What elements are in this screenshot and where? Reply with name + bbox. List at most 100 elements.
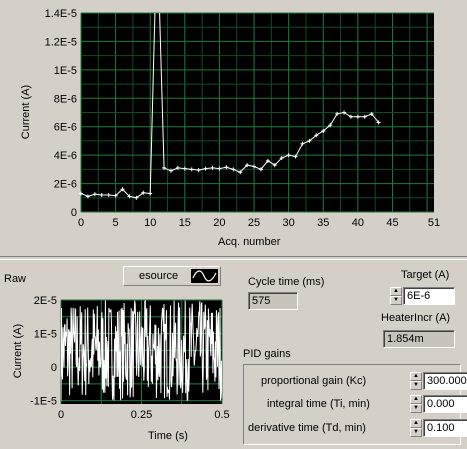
- acq-point: [196, 168, 201, 173]
- acq-point: [120, 187, 125, 192]
- cycle-time-label: Cycle time (ms): [248, 276, 325, 288]
- acq-point: [162, 165, 167, 170]
- ti-decrement-button[interactable]: ▼: [410, 404, 422, 413]
- target-increment-button[interactable]: ▲: [390, 287, 402, 296]
- acq-point: [79, 191, 83, 196]
- acq-x-tick: 5: [113, 217, 119, 229]
- acq-point: [134, 195, 139, 200]
- acq-point: [307, 138, 312, 143]
- acq-x-tick: 45: [386, 217, 398, 229]
- acq-point: [189, 167, 194, 172]
- sine-wave-icon: [192, 270, 217, 282]
- pid-gains-cluster: proportional gain (Kc) ▲ ▼ 300.000 integ…: [243, 364, 467, 445]
- acq-point: [182, 166, 187, 171]
- acq-point: [342, 110, 347, 115]
- raw-x-tick: 0.5: [214, 409, 229, 421]
- td-stepper[interactable]: ▲ ▼: [410, 419, 422, 437]
- acquisition-chart-plot: 0 2E-6 4E-6 6E-6 8E-6 1E-5 1.2E-5 1.4E-5 0 5 10 15…: [45, 8, 441, 229]
- acq-point: [148, 191, 153, 196]
- raw-chart-plot: 2E-51E-50-1E-5 0 0.25 0.5: [30, 295, 230, 421]
- ti-stepper[interactable]: ▲ ▼: [410, 395, 422, 413]
- acq-x-tick: 51: [428, 217, 440, 229]
- acq-point: [127, 194, 132, 199]
- acq-point: [362, 114, 367, 119]
- td-input[interactable]: 0.100: [423, 419, 467, 437]
- acq-x-tick: 30: [283, 217, 295, 229]
- acq-point: [252, 164, 257, 169]
- acq-y-tick: 6E-6: [54, 122, 77, 134]
- td-label: derivative time (Td, min): [248, 422, 366, 434]
- acq-point: [314, 133, 319, 138]
- kc-increment-button[interactable]: ▲: [410, 372, 422, 381]
- acq-point: [217, 166, 222, 171]
- acq-point: [106, 192, 111, 197]
- acq-point: [348, 114, 353, 119]
- target-decrement-button[interactable]: ▼: [390, 296, 402, 305]
- kc-decrement-button[interactable]: ▼: [410, 381, 422, 390]
- acq-point: [210, 165, 215, 170]
- raw-chart-xlabel: Time (s): [148, 430, 188, 442]
- heater-incr-indicator: 1.854m: [383, 330, 455, 348]
- acq-x-tick: 40: [352, 217, 364, 229]
- acq-point: [85, 194, 90, 199]
- heater-incr-label: HeaterIncr (A): [381, 312, 451, 324]
- acq-point: [168, 168, 173, 173]
- raw-y-tick: 1E-5: [34, 329, 57, 341]
- ti-input[interactable]: 0.000: [423, 395, 467, 413]
- acq-point: [99, 192, 104, 197]
- raw-legend-swatch: [191, 269, 218, 283]
- acq-y-tick: 1E-5: [54, 65, 77, 77]
- kc-input[interactable]: 300.000: [423, 372, 467, 390]
- acq-y-tick: 2E-6: [54, 179, 77, 191]
- target-label: Target (A): [401, 269, 450, 281]
- raw-legend-label: esource: [139, 270, 179, 282]
- raw-y-tick: 2E-5: [34, 295, 57, 307]
- acq-point: [376, 120, 381, 125]
- acq-point: [321, 128, 326, 133]
- acq-point: [203, 166, 208, 171]
- acq-y-tick: 1.4E-5: [45, 8, 77, 20]
- acq-y-tick: 8E-6: [54, 93, 77, 105]
- acq-x-tick: 15: [179, 217, 191, 229]
- acq-x-tick: 35: [317, 217, 329, 229]
- kc-stepper[interactable]: ▲ ▼: [410, 372, 422, 390]
- acquisition-chart: 0 2E-6 4E-6 6E-6 8E-6 1E-5 1.2E-5 1.4E-5 0 5 10 15…: [20, 8, 441, 248]
- acq-point: [286, 153, 291, 158]
- acquisition-chart-ylabel: Current (A): [20, 84, 32, 140]
- acq-y-tick: 0: [71, 207, 77, 219]
- raw-x-tick: 0: [58, 409, 64, 421]
- acquisition-chart-xlabel: Acq. number: [218, 236, 281, 248]
- raw-chart-legend[interactable]: esource: [123, 266, 221, 286]
- acq-point: [238, 170, 243, 175]
- acq-point: [231, 167, 236, 172]
- raw-series-line: [61, 300, 222, 401]
- acq-point: [369, 111, 374, 116]
- acq-x-tick: 0: [78, 217, 84, 229]
- td-decrement-button[interactable]: ▼: [410, 428, 422, 437]
- acq-point: [92, 192, 97, 197]
- raw-chart: 2E-5 1E-5 0 -1E-5 0 0.25 0.5 Current (A) Time…: [0, 288, 240, 449]
- kc-label: proportional gain (Kc): [261, 375, 367, 387]
- acq-point: [355, 114, 360, 119]
- cycle-time-indicator: 575: [248, 292, 298, 310]
- acq-y-tick: 1.2E-5: [45, 36, 77, 48]
- acq-point: [224, 165, 229, 170]
- acq-x-tick: 25: [248, 217, 260, 229]
- acq-point: [245, 163, 250, 168]
- acq-point: [141, 190, 146, 195]
- raw-chart-ylabel: Current (A): [12, 323, 24, 379]
- ti-label: integral time (Ti, min): [267, 398, 370, 410]
- acq-point: [272, 163, 277, 168]
- ti-increment-button[interactable]: ▲: [410, 395, 422, 404]
- raw-chart-title: Raw: [4, 273, 27, 285]
- acq-point: [300, 141, 305, 146]
- acq-point: [279, 155, 284, 160]
- acq-x-tick: 20: [213, 217, 225, 229]
- target-stepper[interactable]: ▲ ▼: [390, 287, 402, 305]
- td-increment-button[interactable]: ▲: [410, 419, 422, 428]
- acq-point: [258, 167, 263, 172]
- acq-point: [113, 193, 118, 198]
- raw-y-tick: -1E-5: [30, 396, 57, 408]
- acq-point: [293, 154, 298, 159]
- target-input[interactable]: 6E-6: [403, 287, 455, 305]
